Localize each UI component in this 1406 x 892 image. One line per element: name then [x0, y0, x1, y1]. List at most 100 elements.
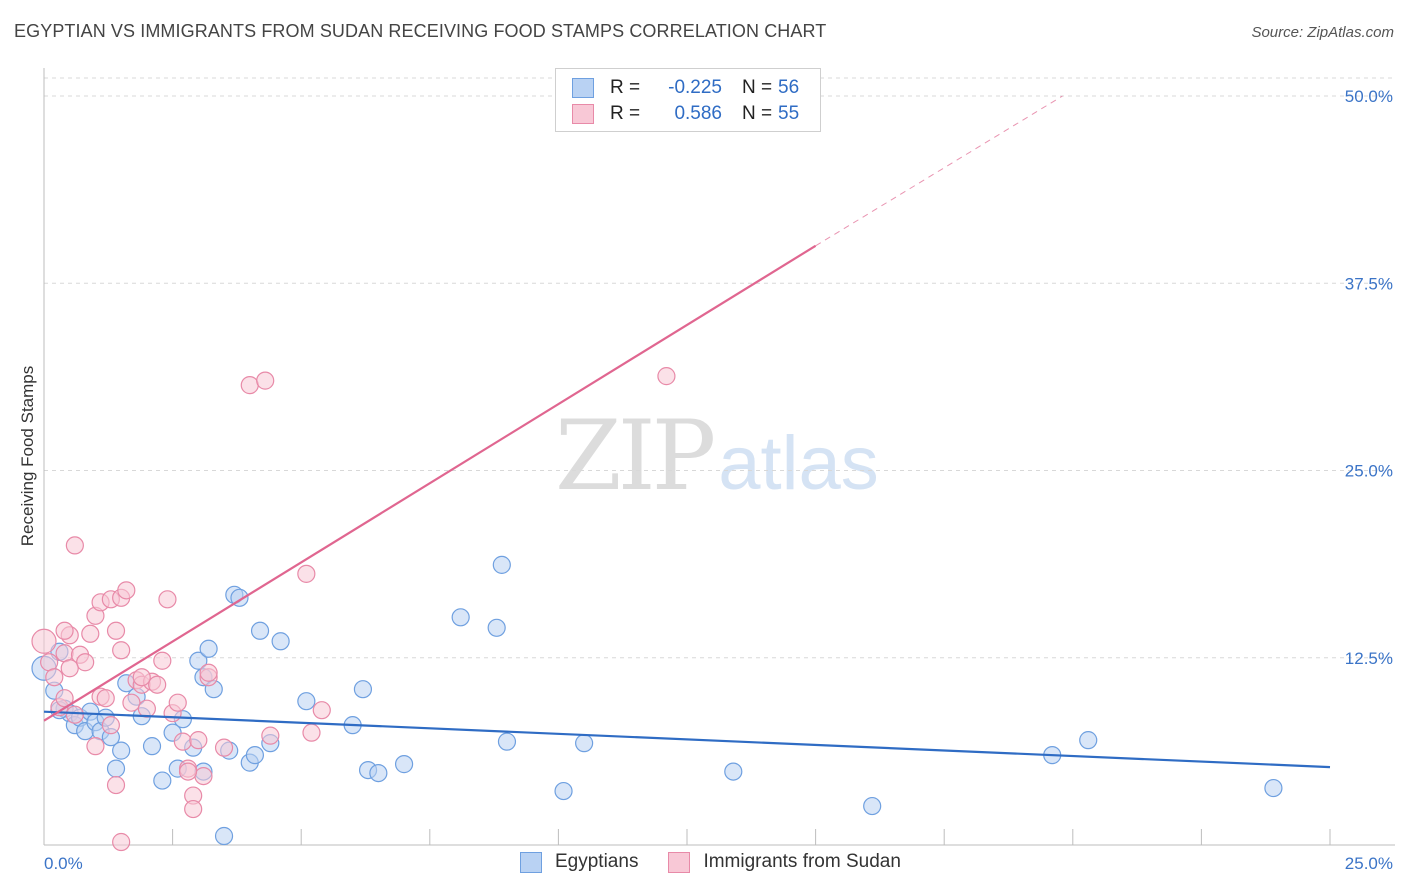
y-tick-label: 50.0% — [1345, 87, 1393, 106]
sudan-point — [117, 581, 136, 600]
legend-n-value: 55 — [778, 103, 800, 124]
egyptian-point — [189, 651, 208, 670]
sudan-point — [312, 701, 331, 720]
sudan-point — [76, 653, 95, 672]
watermark-zip: ZIP — [555, 400, 716, 512]
egyptian-point — [199, 639, 218, 658]
sudan-point — [240, 376, 259, 395]
sudan-point — [55, 621, 74, 640]
egyptian-point — [214, 826, 234, 846]
legend-item-sudan[interactable]: Immigrants from Sudan — [668, 851, 901, 873]
sudan-point — [184, 799, 203, 819]
sudan-point — [65, 705, 84, 724]
sudan-point — [112, 641, 131, 660]
egyptian-point — [353, 680, 373, 699]
egyptian-point — [863, 796, 882, 816]
egyptian-point — [1079, 731, 1098, 750]
sudan-point — [45, 668, 64, 687]
egyptian-point — [142, 737, 162, 756]
sudan-point — [261, 726, 280, 745]
egyptians-trend-line — [43, 710, 1331, 769]
x-tick-label: 25.0% — [1345, 854, 1393, 873]
sudan-point — [199, 663, 218, 682]
sudan-point — [31, 628, 57, 654]
series-legend: Egyptians Immigrants from Sudan — [520, 851, 931, 873]
sudan-point — [256, 371, 275, 390]
legend-n-label: N = — [742, 77, 773, 98]
sudan-point — [106, 775, 126, 795]
sudan-point — [81, 624, 100, 643]
legend-swatch-egyptians — [520, 851, 542, 873]
sudan-point — [657, 367, 676, 386]
egyptian-point — [245, 746, 265, 765]
egyptian-point — [487, 618, 506, 637]
egyptian-point — [394, 755, 414, 774]
sudan-point — [86, 737, 105, 756]
sudan-point — [178, 762, 198, 781]
sudan-point — [194, 766, 213, 786]
sudan-point — [112, 832, 131, 852]
sudan-point — [153, 651, 172, 670]
egyptian-point — [1264, 778, 1283, 798]
egyptian-point — [497, 732, 517, 751]
legend-swatch-egyptians — [572, 78, 594, 98]
legend-row-egyptians: R = -0.225 N = 56 — [572, 77, 799, 99]
egyptian-point — [451, 608, 470, 627]
sudan-point — [65, 536, 84, 555]
sudan-point — [96, 689, 115, 708]
legend-label-egyptians: Egyptians — [555, 851, 639, 872]
legend-r-value: -0.225 — [668, 77, 722, 98]
sudan-point — [297, 564, 316, 583]
sudan-point — [173, 732, 192, 751]
sudan-point — [214, 738, 234, 757]
zipatlas-watermark: ZIPatlas — [555, 400, 879, 512]
x-tick-label: 0.0% — [44, 854, 83, 873]
egyptian-point — [250, 621, 270, 640]
sudan-point — [122, 693, 141, 712]
tick-labels: 12.5% 25.0% 37.5% 50.0% 0.0% 25.0% — [44, 87, 1393, 873]
sudan-point — [132, 668, 151, 687]
legend-label-sudan: Immigrants from Sudan — [703, 851, 901, 872]
egyptians-points — [31, 555, 1283, 846]
egyptian-point — [153, 771, 172, 790]
chart-title: EGYPTIAN VS IMMIGRANTS FROM SUDAN RECEIV… — [14, 21, 827, 41]
legend-item-egyptians[interactable]: Egyptians — [520, 851, 638, 873]
watermark-atlas: atlas — [718, 421, 879, 506]
y-tick-label: 12.5% — [1345, 649, 1393, 668]
legend-row-sudan: R = 0.586 N = 55 — [572, 103, 799, 125]
sudan-point — [148, 675, 167, 694]
sudan-trend-line — [43, 244, 817, 722]
source-label: Source: ZipAtlas.com — [1251, 24, 1394, 41]
y-tick-label: 37.5% — [1345, 274, 1393, 293]
trend-lines — [43, 95, 1331, 769]
egyptian-point — [297, 692, 316, 711]
sudan-point — [106, 621, 126, 640]
egyptian-point — [271, 632, 290, 651]
y-tick-label: 25.0% — [1345, 462, 1393, 481]
legend-swatch-sudan — [668, 851, 691, 873]
legend-r-label: R = — [610, 103, 641, 124]
legend-r-value: 0.586 — [674, 103, 722, 124]
sudan-point — [168, 693, 187, 712]
egyptian-point — [554, 781, 573, 801]
correlation-legend: R = -0.225 N = 56 R = 0.586 N = 55 — [555, 68, 821, 132]
egyptian-point — [575, 734, 594, 753]
egyptian-point — [369, 763, 388, 783]
y-axis-label: Receiving Food Stamps — [18, 365, 37, 547]
egyptian-point — [492, 555, 511, 574]
grid-lines — [44, 77, 1395, 659]
sudan-point — [55, 689, 74, 708]
axes — [43, 68, 1395, 846]
egyptian-point — [724, 762, 743, 781]
egyptian-point — [106, 759, 126, 778]
legend-n-value: 56 — [778, 77, 800, 98]
sudan-point — [302, 723, 321, 742]
sudan-point — [137, 699, 156, 718]
sudan-point — [60, 659, 79, 678]
sudan-trend-extension — [815, 95, 1063, 247]
sudan-point — [189, 731, 208, 750]
legend-r-label: R = — [610, 77, 641, 98]
sudan-points — [31, 367, 676, 852]
legend-n-label: N = — [742, 103, 773, 124]
